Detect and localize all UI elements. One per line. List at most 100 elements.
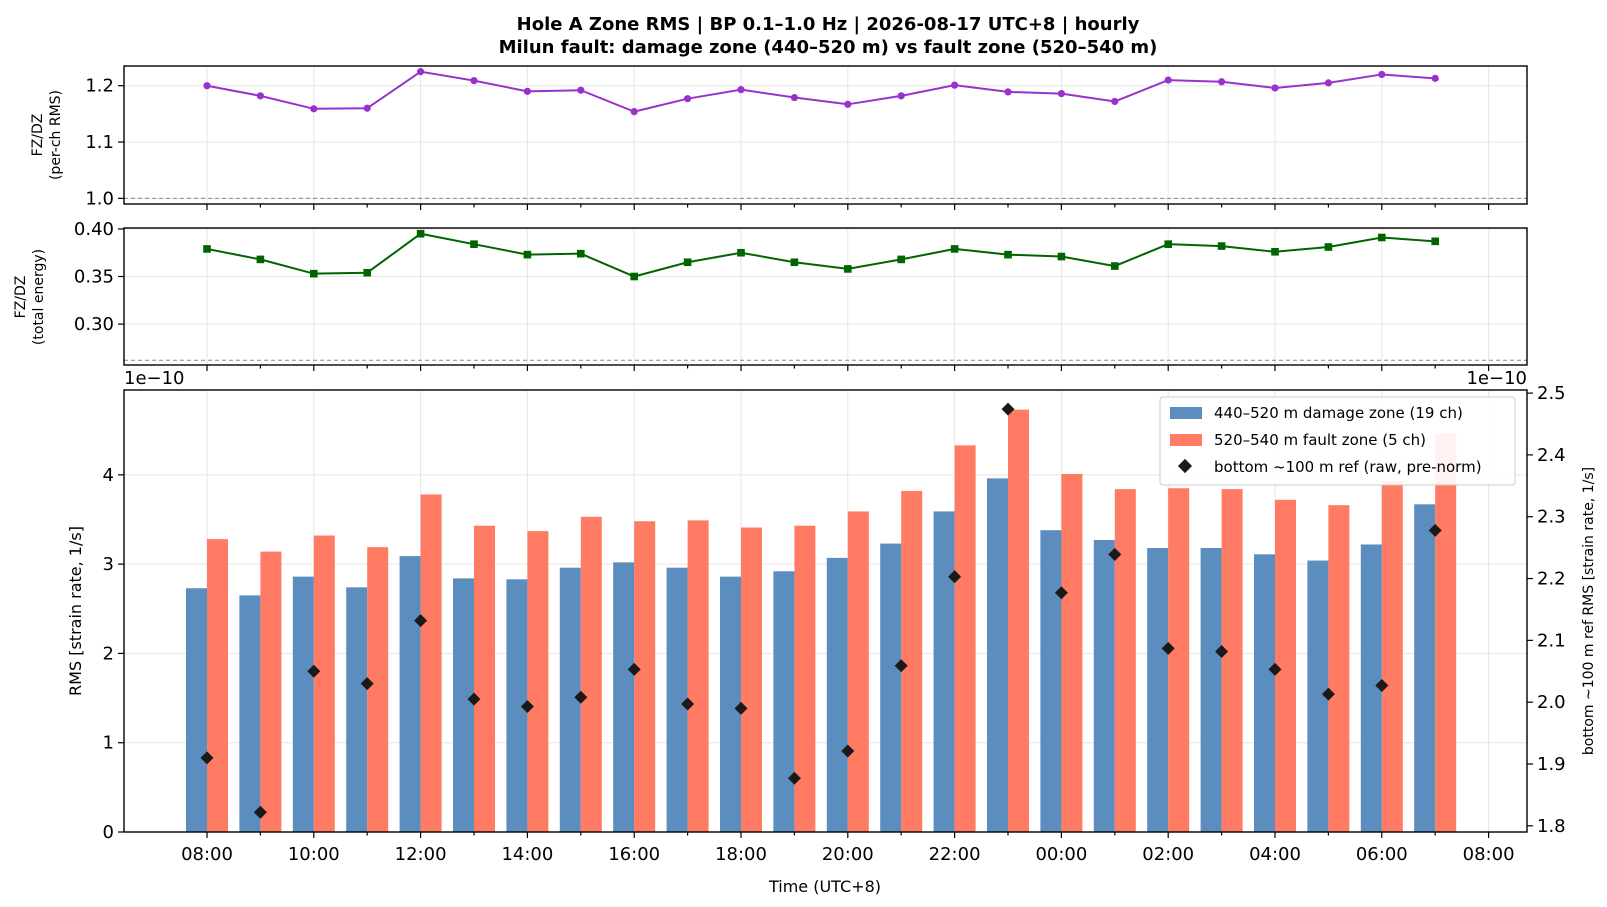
ratio-rms-point bbox=[897, 92, 905, 100]
damage-zone-bar bbox=[186, 588, 207, 832]
time-tick-label: 08:00 bbox=[1463, 844, 1515, 865]
ratio-rms-ylabel-line2: (per-ch RMS) bbox=[48, 90, 64, 180]
time-tick-label: 12:00 bbox=[395, 844, 447, 865]
ratio-rms-series bbox=[203, 68, 1439, 116]
fault-zone-bar bbox=[954, 445, 976, 832]
ratio-rms-point bbox=[1057, 90, 1065, 98]
ratio-rms-point bbox=[1431, 74, 1439, 82]
reference-ytick-label: 2.2 bbox=[1537, 569, 1566, 590]
damage-zone-bar bbox=[453, 578, 474, 832]
chart-title-line1: Hole A Zone RMS | BP 0.1–1.0 Hz | 2026-0… bbox=[517, 14, 1140, 35]
damage-zone-bar bbox=[1360, 544, 1382, 832]
reference-marker bbox=[1161, 641, 1175, 655]
ratio-rms-point bbox=[630, 108, 638, 116]
legend-label-reference: bottom ~100 m ref (raw, pre-norm) bbox=[1214, 458, 1482, 476]
ratio-rms-ytick-label: 1.1 bbox=[85, 132, 114, 153]
damage-zone-bar bbox=[933, 511, 955, 832]
fault-zone-bar bbox=[1381, 481, 1403, 832]
ratio-rms-point bbox=[1218, 78, 1226, 86]
ratio-energy-line bbox=[206, 232, 1436, 278]
fault-zone-bar bbox=[1061, 473, 1083, 832]
ratio-energy-ylabel-line2: (total energy) bbox=[31, 249, 47, 345]
ratio-rms-point bbox=[577, 86, 585, 94]
fault-zone-bar bbox=[260, 551, 282, 832]
ratio-rms-panel: 1.0 1.1 1.2 FZ/DZ (per-ch RMS) bbox=[30, 65, 1528, 210]
damage-zone-bar bbox=[1414, 504, 1436, 832]
time-xlabel: Time (UTC+8) bbox=[768, 877, 881, 896]
reference-marker bbox=[1054, 586, 1068, 600]
reference-marker bbox=[681, 697, 695, 711]
damage-zone-bar bbox=[720, 576, 741, 832]
ratio-energy-point bbox=[1164, 240, 1172, 248]
ratio-energy-series bbox=[203, 229, 1439, 281]
ratio-rms-point bbox=[684, 95, 692, 103]
rms-ytick-label: 1 bbox=[103, 733, 114, 754]
fault-zone-bar bbox=[1328, 505, 1350, 832]
reference-marker bbox=[894, 659, 908, 673]
ratio-rms-point bbox=[1164, 76, 1172, 84]
ratio-rms-point bbox=[790, 93, 799, 102]
reference-marker bbox=[1108, 547, 1122, 561]
ratio-energy-panel: 0.30 0.35 0.40 FZ/DZ (total energy) bbox=[13, 219, 1528, 371]
legend-swatch-damage-zone bbox=[1170, 407, 1202, 419]
fault-zone-bar bbox=[313, 535, 335, 832]
ratio-energy-point bbox=[363, 268, 371, 277]
ratio-energy-point bbox=[630, 272, 638, 281]
time-tick-label: 08:00 bbox=[181, 844, 233, 865]
ratio-rms-point bbox=[737, 86, 745, 94]
reference-marker bbox=[1268, 662, 1282, 676]
damage-zone-bar bbox=[239, 595, 261, 832]
ratio-rms-point bbox=[203, 82, 211, 90]
fault-zone-bar bbox=[207, 539, 228, 832]
rms-ytick-label: 2 bbox=[103, 643, 114, 664]
damage-zone-bar bbox=[399, 556, 421, 832]
time-tick-label: 22:00 bbox=[929, 844, 981, 865]
legend-box bbox=[1159, 396, 1516, 486]
reference-ytick-label: 2.1 bbox=[1537, 630, 1566, 651]
ratio-energy-point bbox=[1217, 242, 1226, 250]
ratio-energy-point bbox=[1271, 247, 1279, 256]
fault-zone-bar bbox=[367, 547, 389, 832]
chart-title-line2: Milun fault: damage zone (440–520 m) vs … bbox=[499, 37, 1158, 58]
ratio-energy-point bbox=[1004, 250, 1012, 259]
damage-zone-bar bbox=[292, 576, 314, 832]
fault-zone-bar bbox=[741, 527, 762, 832]
offset-right: 1e−10 bbox=[1466, 368, 1527, 389]
ratio-rms-point bbox=[1378, 70, 1386, 79]
rms-ylabel: RMS [strain rate, 1/s] bbox=[66, 526, 85, 696]
ratio-energy-x-ticks bbox=[206, 365, 1490, 371]
ratio-energy-point bbox=[310, 269, 318, 278]
legend-label-fault-zone: 520–540 m fault zone (5 ch) bbox=[1214, 431, 1426, 449]
ratio-energy-ytick-label: 0.40 bbox=[74, 219, 114, 240]
fault-zone-bar bbox=[1114, 489, 1136, 832]
reference-ytick-label: 1.9 bbox=[1537, 754, 1566, 775]
reference-marker bbox=[253, 805, 267, 819]
ratio-energy-point bbox=[1378, 233, 1386, 242]
ratio-rms-point bbox=[1271, 84, 1279, 92]
ratio-rms-frame bbox=[123, 65, 1528, 205]
reference-ytick-label: 2.4 bbox=[1537, 445, 1566, 466]
ratio-rms-point bbox=[363, 104, 371, 112]
time-tick-label: 00:00 bbox=[1035, 844, 1087, 865]
fault-zone-bar bbox=[1008, 409, 1029, 832]
reference-marker bbox=[1001, 402, 1015, 416]
reference-markers bbox=[200, 402, 1442, 819]
ratio-rms-ylabel-line1: FZ/DZ bbox=[30, 114, 46, 157]
ratio-energy-point bbox=[950, 245, 959, 253]
ratio-rms-ytick-label: 1.2 bbox=[85, 76, 114, 97]
damage-zone-bar bbox=[1093, 540, 1115, 832]
ratio-rms-point bbox=[1324, 79, 1332, 87]
fault-zone-bar bbox=[901, 490, 923, 832]
time-x-ticks: 08:00 10:00 12:00 14:00 16:00 18:00 20:00 22:00… bbox=[181, 832, 1515, 865]
damage-zone-bar bbox=[506, 579, 528, 832]
time-tick-label: 06:00 bbox=[1356, 844, 1408, 865]
damage-zone-bar bbox=[1307, 560, 1329, 832]
ratio-energy-point bbox=[683, 258, 692, 267]
ratio-rms-point bbox=[951, 81, 959, 89]
rms-ytick-label: 0 bbox=[103, 822, 114, 843]
rms-y-ticks: 0 1 2 3 4 bbox=[103, 465, 124, 843]
damage-zone-bar bbox=[559, 567, 581, 832]
ratio-rms-x-ticks bbox=[206, 204, 1490, 210]
ratio-energy-point bbox=[256, 255, 265, 264]
ratio-energy-point bbox=[523, 250, 532, 259]
